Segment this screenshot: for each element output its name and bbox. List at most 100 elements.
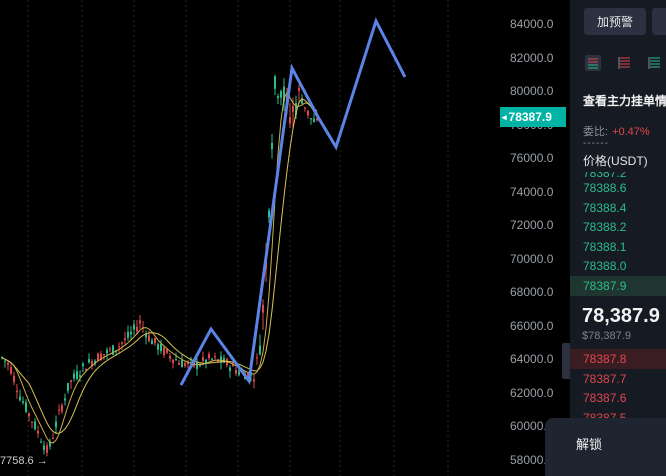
candle-body <box>70 380 72 383</box>
candle-body <box>307 110 309 116</box>
price-chart[interactable]: 7758.6 → <box>0 0 500 476</box>
ask-row[interactable]: 78388.4 <box>583 200 627 215</box>
candle-body <box>238 371 240 375</box>
candle-body <box>97 353 99 362</box>
candle-body <box>310 118 312 120</box>
candle-body <box>46 445 48 453</box>
candle-body <box>43 445 45 450</box>
candle-body <box>154 337 156 344</box>
candle-body <box>10 366 12 374</box>
candle-body <box>277 96 279 99</box>
candle-body <box>313 118 315 122</box>
candle-body <box>166 349 168 353</box>
candle-body <box>58 409 60 411</box>
candle-body <box>172 359 174 364</box>
candle-body <box>235 370 237 374</box>
ask-row[interactable]: 78388.2 <box>583 220 627 235</box>
candle-body <box>61 405 63 412</box>
last-price: 78,387.9 <box>582 305 660 327</box>
candle-body <box>280 91 282 98</box>
candle-body <box>217 359 219 363</box>
low-price-label: 7758.6 → <box>0 455 48 467</box>
chart-grid <box>27 0 449 476</box>
view-major-orders-link[interactable]: 查看主力挂单情 <box>583 94 666 108</box>
candle-body <box>28 413 30 416</box>
candle-body <box>7 362 9 365</box>
candle-body <box>85 368 87 371</box>
candle-body <box>34 421 36 430</box>
candle-body <box>124 338 126 341</box>
price-tick-label: 62000.0 <box>510 385 554 400</box>
candle-body <box>316 118 318 121</box>
bid-row[interactable]: 78387.7 <box>583 371 627 386</box>
candle-body <box>199 365 201 367</box>
candle-body <box>40 441 42 443</box>
layout-asks-icon[interactable] <box>646 54 664 72</box>
candle-body <box>106 349 108 354</box>
candle-body <box>205 359 207 364</box>
candle-body <box>163 347 165 356</box>
add-alert-button[interactable]: 加预警 <box>584 8 646 35</box>
candle-body <box>274 76 276 89</box>
collapse-panel-handle[interactable] <box>562 343 572 379</box>
moving-average-line <box>1 91 318 444</box>
candle-body <box>178 362 180 365</box>
candle-body <box>133 324 135 330</box>
ask-row[interactable]: 78387.2 <box>583 166 627 180</box>
price-tick-label: 80000.0 <box>510 84 554 98</box>
candle-body <box>304 107 306 109</box>
order-ratio: 委比: +0.47% <box>583 126 650 138</box>
ask-row[interactable]: 78388.0 <box>583 259 627 274</box>
candle-body <box>31 421 33 423</box>
candles <box>1 74 318 457</box>
candle-body <box>268 210 270 218</box>
candle-body <box>22 401 24 403</box>
candle-body <box>229 367 231 371</box>
candle-body <box>67 382 69 392</box>
ask-row[interactable]: 78388.6 <box>583 181 627 195</box>
candle-body <box>157 344 159 350</box>
candlestick-chart[interactable] <box>0 0 500 476</box>
candle-body <box>202 357 204 361</box>
bid-row[interactable]: 78387.6 <box>583 391 627 406</box>
bid-row[interactable]: 78387.8 <box>570 349 666 369</box>
more-button[interactable] <box>652 8 666 35</box>
price-axis[interactable]: 84000.082000.080000.078000.076000.074000… <box>500 0 570 476</box>
candle-body <box>118 346 120 348</box>
unlock-button[interactable]: 解锁 <box>545 418 666 476</box>
candle-body <box>109 348 111 350</box>
candle-body <box>196 362 198 370</box>
candle-body <box>94 360 96 365</box>
price-tick-label: 66000.0 <box>510 318 554 333</box>
candle-body <box>298 88 300 91</box>
layout-bids-icon[interactable] <box>616 54 634 72</box>
candle-body <box>289 117 291 124</box>
candle-body <box>73 373 75 379</box>
candle-body <box>79 375 81 377</box>
candle-body <box>247 372 249 379</box>
candle-body <box>49 441 51 447</box>
candle-body <box>151 340 153 345</box>
candle-body <box>292 106 294 112</box>
price-tick-label: 64000.0 <box>510 352 554 366</box>
candle-body <box>112 345 114 355</box>
candle-body <box>184 363 186 367</box>
candle-body <box>211 358 213 360</box>
ask-row[interactable]: 78387.9 <box>570 276 666 296</box>
candle-body <box>88 359 90 363</box>
candle-body <box>253 379 255 382</box>
current-price-marker: ◂ 78387.9 <box>500 107 566 127</box>
price-tick-label: 84000.0 <box>510 17 554 31</box>
ask-row[interactable]: 78388.1 <box>583 239 627 254</box>
price-tick-label: 60000.0 <box>510 419 554 433</box>
candle-body <box>283 86 285 102</box>
candle-body <box>13 375 15 382</box>
candle-body <box>82 363 84 367</box>
layout-both-icon[interactable] <box>584 54 602 72</box>
candle-body <box>25 402 27 412</box>
trend-drawing-line[interactable] <box>179 17 407 386</box>
candle-body <box>76 371 78 380</box>
candle-body <box>208 354 210 359</box>
candle-body <box>220 356 222 363</box>
candle-body <box>262 304 264 313</box>
